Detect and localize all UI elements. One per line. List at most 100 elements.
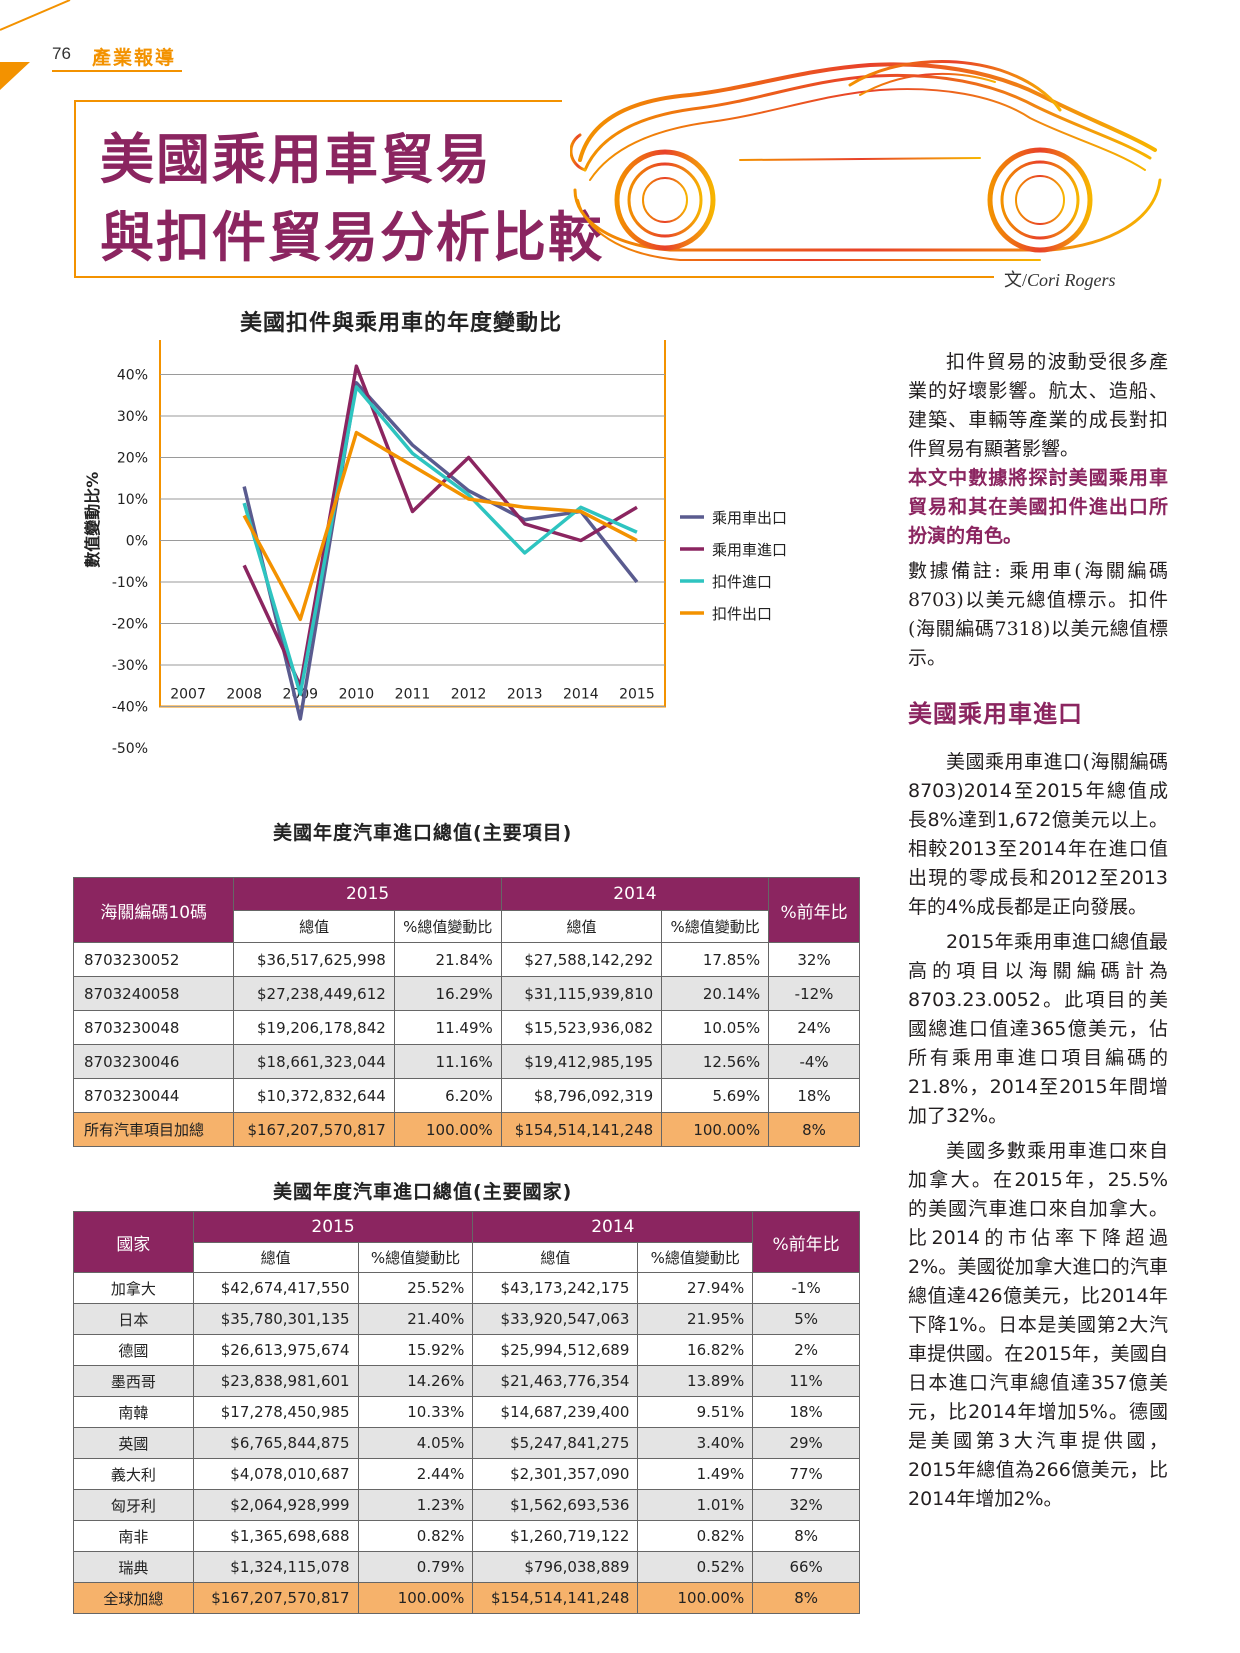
cell-pct-2015: 11.49%	[393, 1010, 502, 1045]
x-tick-label: 2015	[619, 687, 655, 703]
cell-pct-2014: 13.89%	[637, 1365, 754, 1397]
table-row: 8703230048 $19,206,178,842 11.49% $15,52…	[72, 1010, 860, 1045]
body-paragraph: 2015年乘用車進口總值最高的項目以海關編碼計為8703.23.0052。此項目…	[908, 931, 1168, 1127]
cell-pct-2015: 4.05%	[357, 1427, 474, 1459]
cell-yoy: 8%	[752, 1520, 860, 1552]
intro-paragraph: 扣件貿易的波動受很多產業的好壞影響。航太、造船、建築、車輛等產業的成長對扣件貿易…	[908, 351, 1168, 460]
cell-pct-2014: 0.82%	[637, 1520, 754, 1552]
cell-pct-2014: 1.49%	[637, 1458, 754, 1490]
cell-code: 8703240058	[72, 976, 235, 1011]
cell-country: 瑞典	[73, 1551, 194, 1583]
cell-value-2014: $2,301,357,090	[472, 1458, 639, 1490]
y-tick-label: -10%	[112, 575, 148, 591]
header-code: 海關編碼10碼	[72, 877, 235, 943]
cell-pct-2015: 100.00%	[393, 1112, 502, 1147]
cell-value-2015: $17,278,450,985	[192, 1396, 359, 1428]
table-row: 德國 $26,613,975,674 15.92% $25,994,512,689 16…	[73, 1334, 860, 1366]
cell-value-2014: $154,514,141,248	[472, 1582, 639, 1614]
table-row: 日本 $35,780,301,135 21.40% $33,920,547,063 21…	[73, 1303, 860, 1335]
cell-pct-2015: 16.29%	[393, 976, 502, 1011]
header-pct: %總值變動比	[637, 1242, 754, 1273]
cell-country: 加拿大	[73, 1272, 194, 1304]
cell-value-2014: $15,523,936,082	[500, 1010, 663, 1045]
cell-pct-2015: 0.82%	[357, 1520, 474, 1552]
series-line	[242, 364, 638, 688]
cell-code: 8703230048	[72, 1010, 235, 1045]
byline-author: Cori Rogers	[1027, 270, 1116, 290]
cell-value-2014: $43,173,242,175	[472, 1272, 639, 1304]
x-tick-label: 2014	[563, 687, 599, 703]
legend-label: 扣件出口	[712, 605, 772, 623]
cell-value-2015: $4,078,010,687	[192, 1458, 359, 1490]
cell-value-2015: $26,613,975,674	[192, 1334, 359, 1366]
y-tick-label: 0%	[126, 534, 148, 550]
cell-pct-2015: 10.33%	[357, 1396, 474, 1428]
y-tick-label: 20%	[117, 451, 148, 467]
section-label: 產業報導	[92, 47, 177, 69]
cell-value-2014: $1,562,693,536	[472, 1489, 639, 1521]
table-row: 8703240058 $27,238,449,612 16.29% $31,11…	[72, 976, 860, 1011]
cell-yoy: 18%	[768, 1078, 860, 1113]
y-tick-label: 40%	[117, 368, 148, 384]
cell-yoy: 24%	[768, 1010, 860, 1045]
cell-value-2014: $27,588,142,292	[500, 942, 663, 977]
cell-value-2015: $42,674,417,550	[192, 1272, 359, 1304]
cell-pct-2014: 100.00%	[637, 1582, 754, 1614]
y-tick-label: -30%	[112, 658, 148, 674]
cell-pct-2015: 15.92%	[357, 1334, 474, 1366]
article-title: 美國乘用車貿易 與扣件貿易分析比較	[100, 120, 604, 276]
data-note: 數據備註: 乘用車(海關編碼8703)以美元總值標示。扣件(海關編碼7318)以…	[908, 560, 1168, 669]
header-pct: %總值變動比	[661, 910, 770, 943]
cell-pct-2015: 2.44%	[357, 1458, 474, 1490]
x-tick-label: 2013	[507, 687, 543, 703]
cell-pct-2014: 10.05%	[661, 1010, 770, 1045]
table-row: 8703230044 $10,372,832,644 6.20% $8,796,…	[72, 1078, 860, 1113]
series-line	[242, 430, 638, 622]
cell-value-2015: $1,365,698,688	[192, 1520, 359, 1552]
cell-value-2014: $21,463,776,354	[472, 1365, 639, 1397]
table-total-row: 全球加總 $167,207,570,817 100.00% $154,514,141,…	[73, 1582, 860, 1614]
header-pct: %總值變動比	[393, 910, 502, 943]
import-items-table: 海關編碼10碼 2015 2014 %前年比 總值 %總值變動比 總值 %總值變…	[72, 877, 860, 1147]
y-tick-label: -20%	[112, 617, 148, 633]
cell-value-2014: $8,796,092,319	[500, 1078, 663, 1113]
cell-value-2014: $154,514,141,248	[500, 1112, 663, 1147]
cell-yoy: 32%	[768, 942, 860, 977]
table-row: 匈牙利 $2,064,928,999 1.23% $1,562,693,536 1.01…	[73, 1489, 860, 1521]
corner-decoration	[0, 0, 71, 90]
cell-code: 8703230046	[72, 1044, 235, 1079]
cell-country: 義大利	[73, 1458, 194, 1490]
cell-yoy: 29%	[752, 1427, 860, 1459]
cell-pct-2015: 25.52%	[357, 1272, 474, 1304]
cell-pct-2015: 21.84%	[393, 942, 502, 977]
cell-value-2015: $1,324,115,078	[192, 1551, 359, 1583]
cell-country: 匈牙利	[73, 1489, 194, 1521]
cell-country: 墨西哥	[73, 1365, 194, 1397]
cell-value-2014: $31,115,939,810	[500, 976, 663, 1011]
y-tick-label: -50%	[112, 741, 148, 757]
series-line	[242, 385, 638, 696]
cell-pct-2014: 9.51%	[637, 1396, 754, 1428]
cell-code: 8703230044	[72, 1078, 235, 1113]
table-row: 8703230052 $36,517,625,998 21.84% $27,58…	[72, 942, 860, 977]
header-value: 總值	[233, 910, 395, 943]
cell-pct-2014: 12.56%	[661, 1044, 770, 1079]
cell-value-2014: $796,038,889	[472, 1551, 639, 1583]
cell-yoy: 77%	[752, 1458, 860, 1490]
header-yoy: %前年比	[752, 1211, 860, 1273]
y-axis-label: 數值變動比%	[83, 472, 102, 568]
cell-value-2015: $2,064,928,999	[192, 1489, 359, 1521]
header-year-2015: 2015	[192, 1211, 474, 1243]
table-row: 墨西哥 $23,838,981,601 14.26% $21,463,776,354 1…	[73, 1365, 860, 1397]
legend-label: 乘用車進口	[712, 541, 787, 559]
table-row: 加拿大 $42,674,417,550 25.52% $43,173,242,175 2…	[73, 1272, 860, 1304]
legend-label: 乘用車出口	[712, 509, 787, 527]
cell-value-2014: $25,994,512,689	[472, 1334, 639, 1366]
cell-country: 日本	[73, 1303, 194, 1335]
cell-value-2014: $1,260,719,122	[472, 1520, 639, 1552]
cell-yoy: 11%	[752, 1365, 860, 1397]
page-number: 76	[52, 44, 71, 63]
cell-yoy: -4%	[768, 1044, 860, 1079]
legend-label: 扣件進口	[712, 573, 772, 591]
car-sketch-illustration	[570, 60, 1162, 261]
